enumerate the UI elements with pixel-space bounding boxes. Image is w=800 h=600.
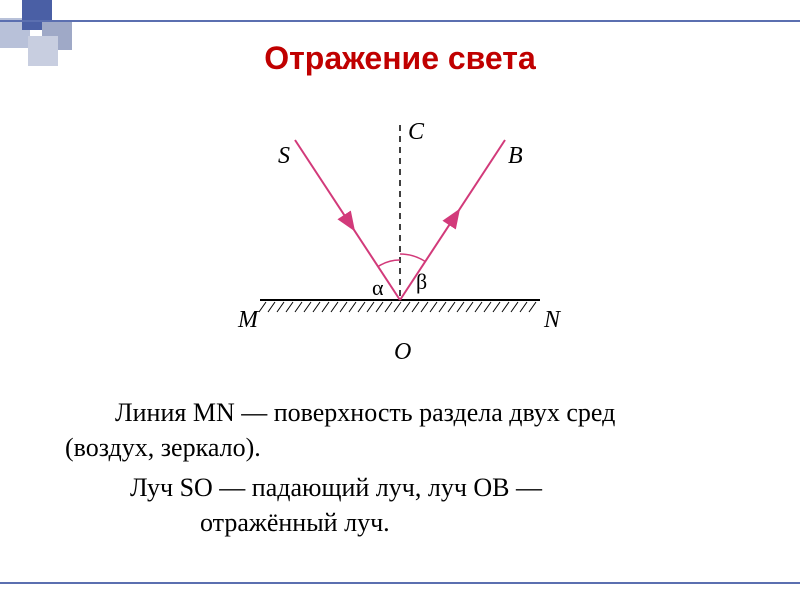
- label-S: S: [278, 143, 290, 170]
- label-M: M: [238, 307, 258, 334]
- reflected-ray-b: [455, 140, 505, 217]
- angle-alpha-arc: [378, 260, 400, 267]
- incident-ray-a: [295, 140, 350, 223]
- label-beta: β: [416, 269, 427, 295]
- diagram-svg: [230, 95, 570, 355]
- body-line-0: Линия MN — поверхность раздела двух сред: [115, 395, 615, 430]
- body-line-1: (воздух, зеркало).: [65, 430, 261, 465]
- label-N: N: [544, 307, 560, 334]
- body-line-3: отражённый луч.: [200, 505, 390, 540]
- angle-beta-arc: [400, 254, 425, 262]
- top-rule: [0, 20, 800, 22]
- bottom-rule: [0, 582, 800, 584]
- label-C: C: [408, 119, 424, 146]
- page-title: Отражение света: [0, 40, 800, 77]
- body-line-2: Луч SO — падающий луч, луч OB —: [130, 470, 542, 505]
- label-B: B: [508, 143, 523, 170]
- reflection-diagram: S C B α β M N O: [230, 95, 570, 355]
- surface-hatching: [259, 302, 536, 312]
- label-O: O: [394, 339, 411, 366]
- reflected-ray-a: [400, 217, 455, 300]
- label-alpha: α: [372, 275, 384, 301]
